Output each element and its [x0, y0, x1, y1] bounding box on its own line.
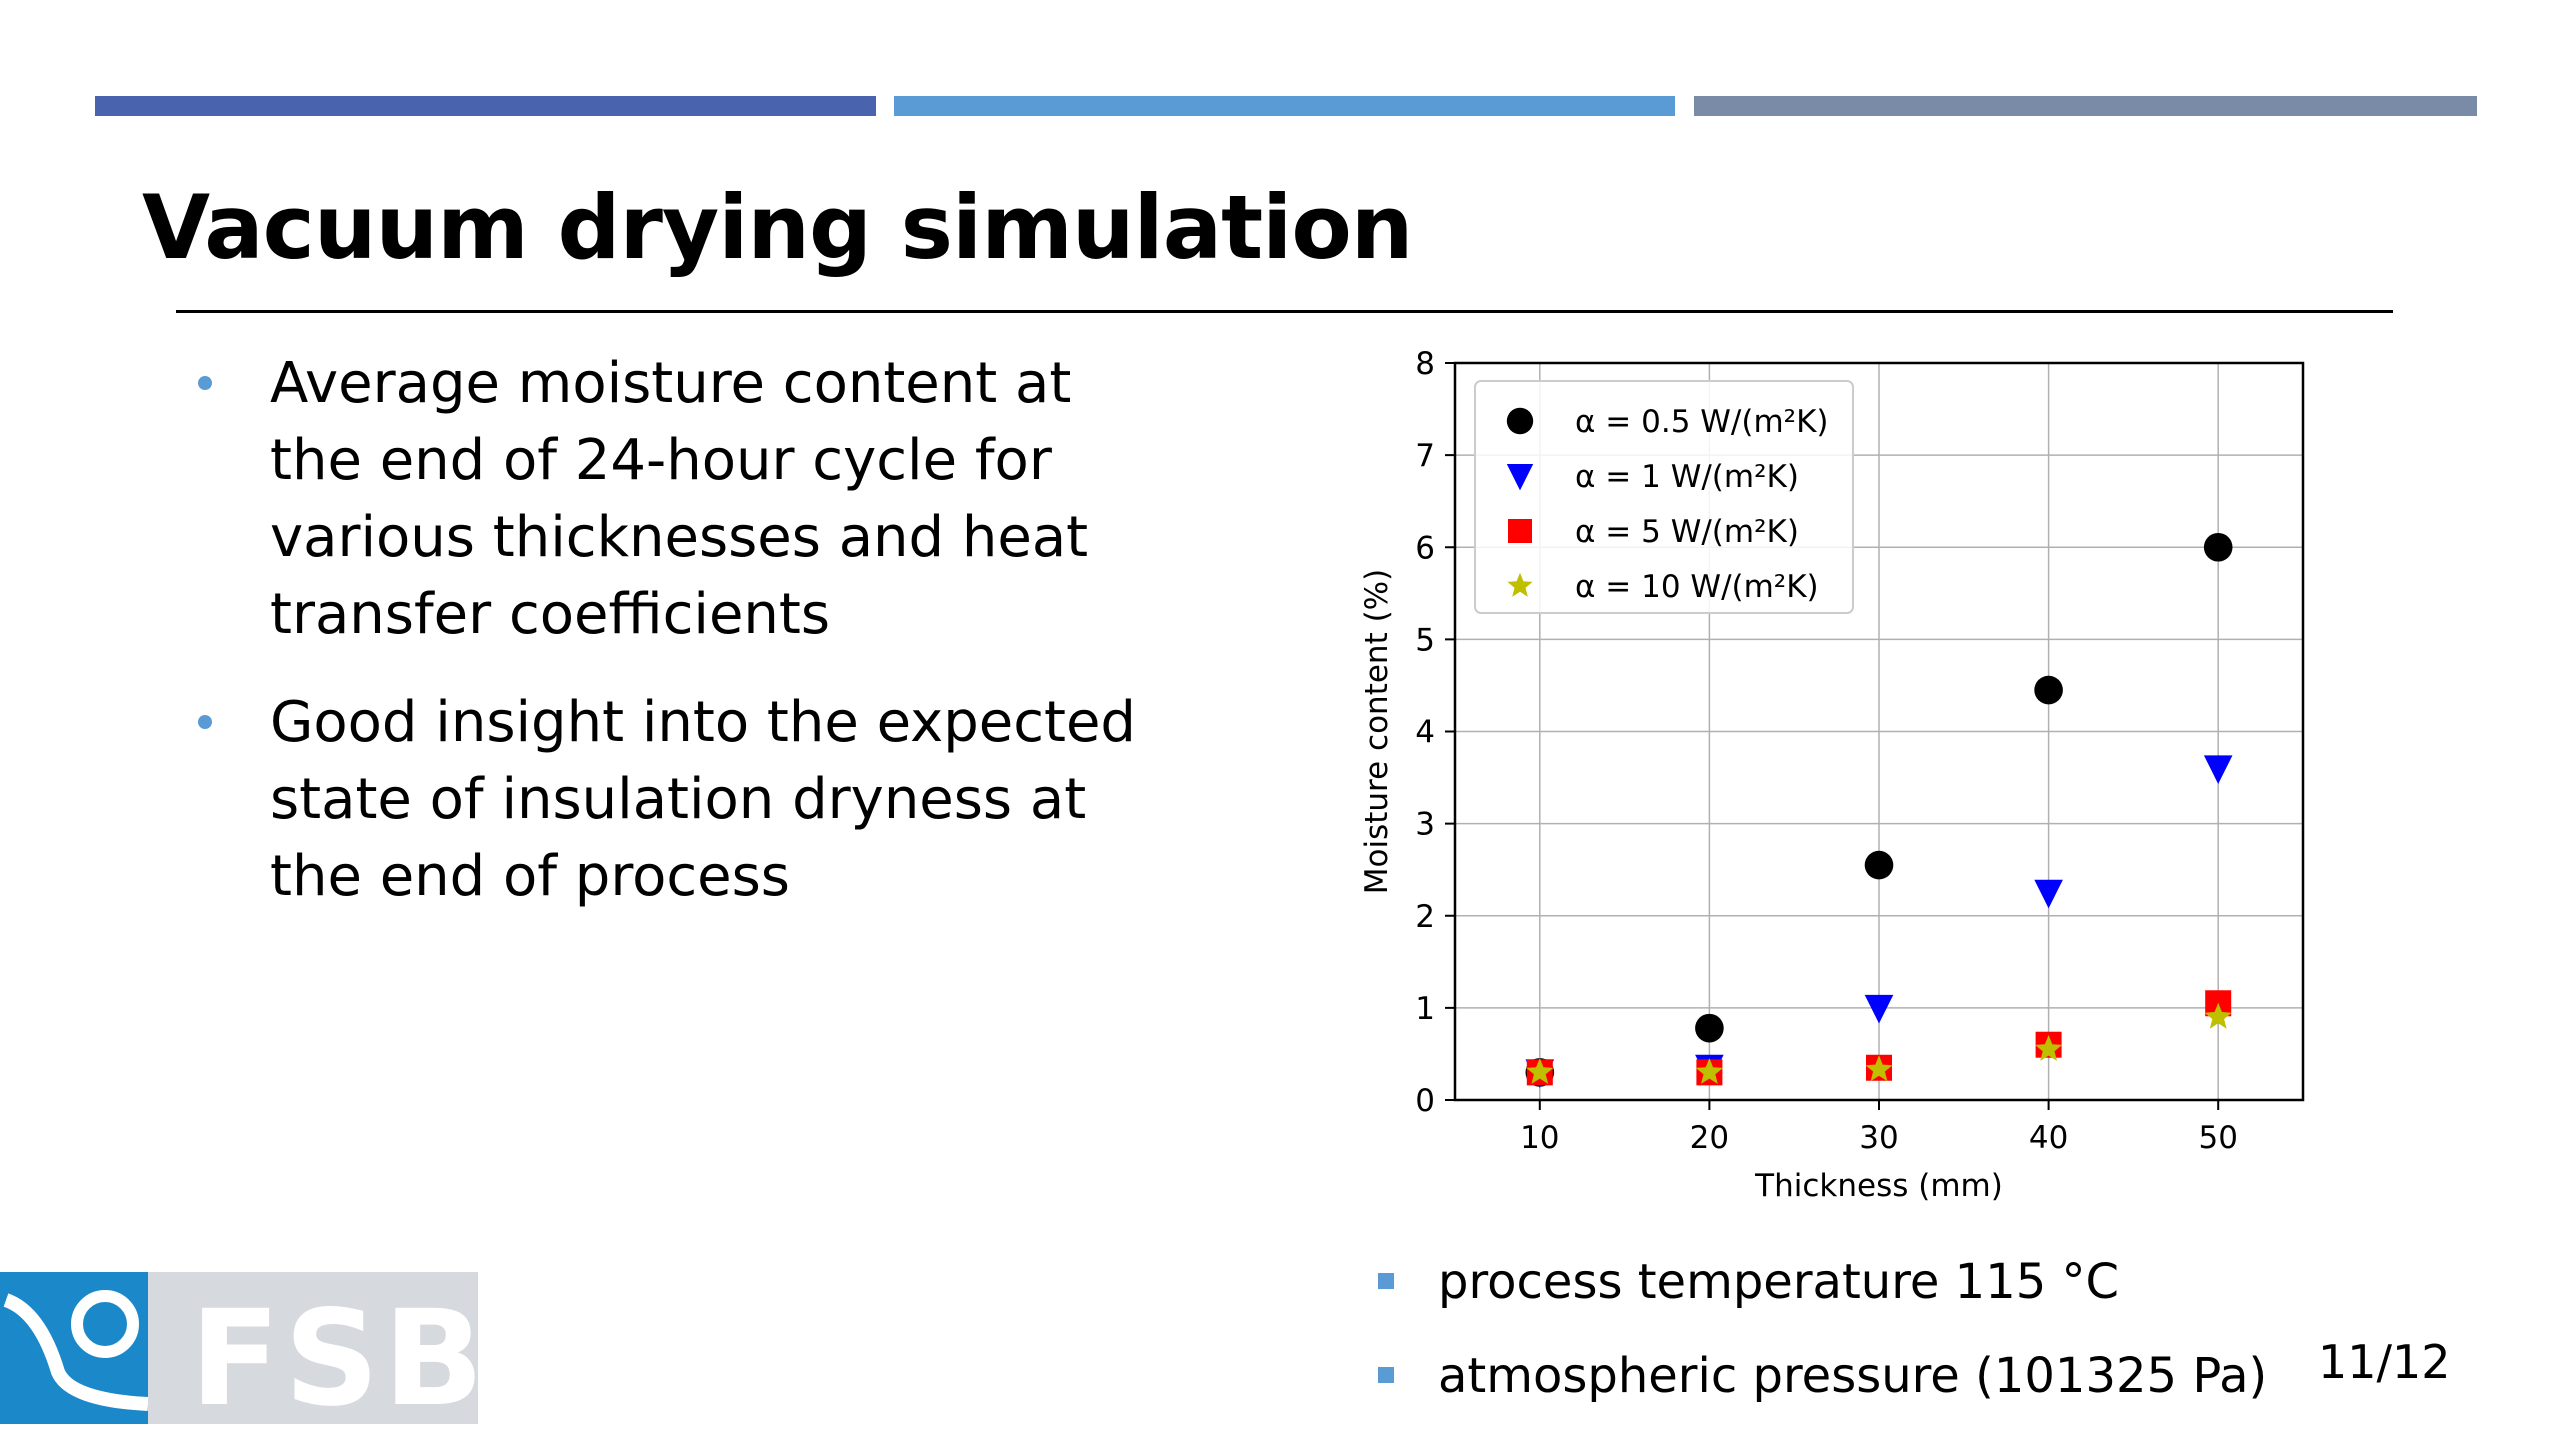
note-item: process temperature 115 °C — [1378, 1235, 2267, 1329]
data-point — [2035, 1035, 2063, 1061]
data-point — [1695, 1058, 1723, 1084]
legend-box — [1474, 380, 1854, 614]
y-tick-label: 5 — [1415, 622, 1435, 658]
header-bar-left — [95, 96, 876, 116]
logo-text: FSB — [190, 1282, 488, 1436]
legend-marker — [1506, 464, 1534, 491]
moisture-chart: 10 20 30 40 50 0 1 2 3 4 5 6 7 8 Thickness (mm) Moistur… — [1359, 346, 2305, 1204]
legend-label: α = 5 W/(m²K) — [1575, 514, 1799, 550]
data-point — [2204, 1002, 2232, 1029]
x-tick-label: 50 — [2198, 1120, 2237, 1156]
y-tick-label: 1 — [1415, 991, 1435, 1027]
title-underline — [176, 310, 2393, 313]
legend-label: α = 10 W/(m²K) — [1575, 569, 1819, 605]
y-tick-label: 7 — [1415, 438, 1435, 474]
bullet-line: Good insight into the expected — [270, 690, 1136, 755]
header-bar-right — [1694, 96, 2477, 116]
y-tick-label: 3 — [1415, 807, 1435, 843]
data-point — [1864, 994, 1894, 1024]
legend-marker — [1508, 519, 1532, 543]
note-text: atmospheric pressure (101325 Pa) — [1438, 1348, 2268, 1404]
bullet-line: state of insulation dryness at — [270, 767, 1087, 832]
slide-title: Vacuum drying simulation — [142, 176, 1413, 279]
page-number: 11/12 — [2318, 1335, 2451, 1389]
fsb-logo: FSB — [0, 1272, 484, 1436]
bullet-line: Average moisture content at — [270, 351, 1072, 416]
legend-marker — [1506, 407, 1534, 435]
legend-label: α = 0.5 W/(m²K) — [1575, 404, 1829, 440]
y-tick-label: 6 — [1415, 530, 1435, 566]
process-notes: process temperature 115 °C atmospheric p… — [1378, 1235, 2267, 1423]
bullet-dot-icon — [198, 376, 212, 390]
note-item: atmospheric pressure (101325 Pa) — [1378, 1329, 2267, 1423]
bullet-line: the end of process — [270, 844, 790, 909]
bullet-line: transfer coefficients — [270, 582, 831, 647]
data-point — [2203, 755, 2233, 784]
x-tick-label: 40 — [2029, 1120, 2068, 1156]
data-point — [1865, 1055, 1893, 1082]
y-tick-label: 0 — [1415, 1083, 1435, 1119]
note-text: process temperature 115 °C — [1438, 1254, 2120, 1310]
x-tick-label: 30 — [1859, 1120, 1898, 1156]
y-tick-label: 2 — [1415, 899, 1435, 935]
data-point — [2034, 879, 2063, 909]
x-tick-label: 10 — [1520, 1120, 1559, 1156]
legend-label: α = 1 W/(m²K) — [1575, 459, 1799, 495]
y-axis-label: Moisture content (%) — [1359, 569, 1395, 894]
bullet-item: Good insight into the expected state of … — [190, 684, 1190, 915]
x-tick-label: 20 — [1690, 1120, 1729, 1156]
bullet-dot-icon — [198, 715, 212, 729]
data-point — [1864, 850, 1894, 880]
note-square-icon — [1378, 1273, 1394, 1289]
y-tick-label: 8 — [1415, 346, 1435, 382]
bullet-line: the end of 24-hour cycle for — [270, 428, 1052, 493]
data-point — [2203, 532, 2233, 562]
y-tick-label: 4 — [1415, 715, 1435, 751]
fsb-emblem-icon — [0, 1272, 149, 1424]
note-square-icon — [1378, 1367, 1394, 1383]
bullet-line: various thicknesses and heat — [270, 505, 1089, 570]
bullet-list: Average moisture content at the end of 2… — [190, 345, 1190, 946]
bullet-item: Average moisture content at the end of 2… — [190, 345, 1190, 653]
header-bar-middle — [894, 96, 1675, 116]
x-axis-label: Thickness (mm) — [1754, 1168, 2003, 1204]
data-point — [2034, 675, 2063, 705]
legend-marker — [1507, 572, 1533, 597]
data-point — [1695, 1013, 1724, 1043]
data-point — [1526, 1058, 1554, 1084]
